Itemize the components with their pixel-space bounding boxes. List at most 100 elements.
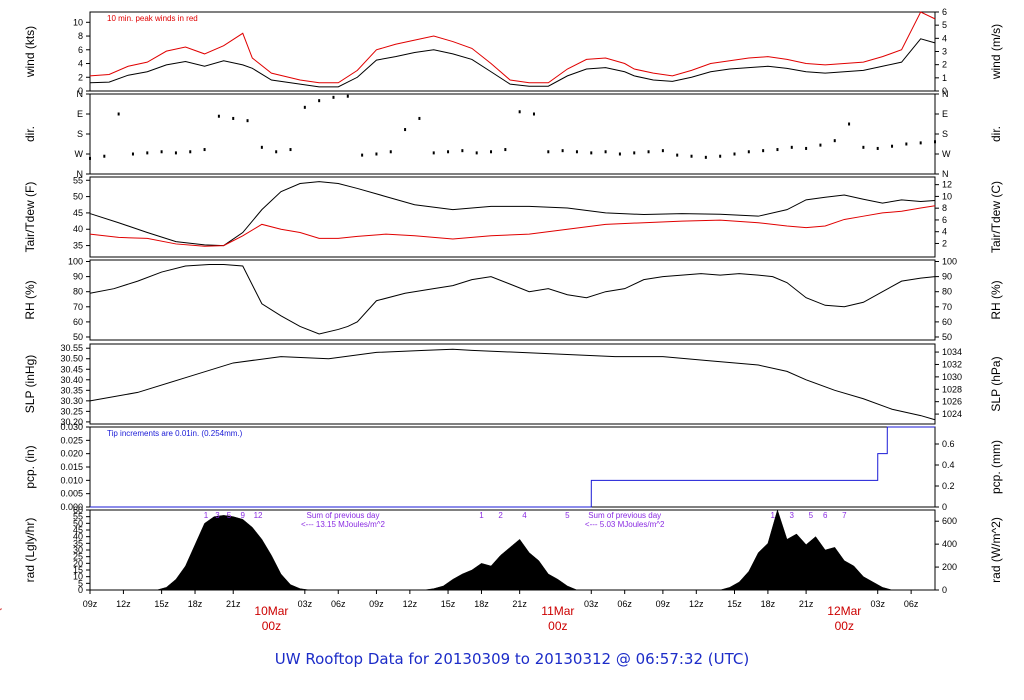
xtick-label: 06z: [331, 599, 346, 609]
hour-label: 5: [227, 511, 232, 520]
ytick-label-left: 70: [73, 302, 83, 312]
ytick-label-right: 1026: [942, 397, 962, 407]
dir-point: [346, 94, 349, 98]
dir-point: [189, 150, 192, 154]
dir-point: [633, 151, 636, 155]
dir-point: [876, 146, 879, 150]
ytick-label-left: W: [75, 149, 84, 159]
ytick-label-right: 80: [942, 287, 952, 297]
ylabel-right: Tair/Tdew (C): [989, 181, 1003, 253]
ytick-label-left: 0.000: [60, 502, 83, 512]
ytick-label-left: 45: [73, 208, 83, 218]
ytick-label-right: N: [942, 89, 949, 99]
hour-label: 1: [770, 511, 775, 520]
ytick-label-left: 40: [73, 224, 83, 234]
ytick-label-left: 55: [73, 175, 83, 185]
daily-sum-label: Sum of previous day: [588, 511, 661, 520]
xtick-label: 21z: [512, 599, 527, 609]
ytick-label-left: 45: [73, 525, 83, 535]
dir-point: [919, 141, 922, 145]
dir-point: [117, 112, 120, 116]
xtick-label: 21z: [226, 599, 241, 609]
ylabel-right: SLP (hPa): [989, 356, 1003, 411]
ytick-label-right: 100: [942, 257, 957, 267]
dir-point: [805, 146, 808, 150]
series-precipitation: [90, 426, 935, 508]
ylabel-left: dir.: [23, 126, 37, 142]
dir-point: [733, 152, 736, 156]
ylabel-left: pcp. (in): [23, 445, 37, 488]
ytick-label-right: 0: [942, 86, 947, 96]
xtick-label: 09z: [656, 599, 671, 609]
hour-label: 3: [790, 511, 795, 520]
ytick-label-right: E: [942, 109, 948, 119]
ytick-label-left: E: [77, 109, 83, 119]
ytick-label-left: 25: [73, 552, 83, 562]
dir-point: [762, 149, 765, 153]
dir-point: [547, 150, 550, 154]
dir-point: [131, 152, 134, 156]
ytick-label-left: 30.45: [60, 364, 83, 374]
ytick-label-right: 2: [942, 238, 947, 248]
ytick-label-right: 4: [942, 33, 947, 43]
ytick-label-right: 10: [942, 191, 952, 201]
ylabel-left: SLP (inHg): [23, 355, 37, 413]
dir-point: [389, 150, 392, 154]
hour-label: 1: [204, 511, 209, 520]
ytick-label-left: N: [77, 89, 84, 99]
ytick-label-left: 0: [78, 86, 83, 96]
hour-label: 2: [498, 511, 503, 520]
ytick-label-left: 0.010: [60, 475, 83, 485]
ytick-label-right: 400: [942, 539, 957, 549]
x-axis: 09z 12z 15z 18z 21z 03z 06z 09z 12z 15z 18z 21z 03z 0…: [0, 590, 919, 633]
date-label: 10Mar: [254, 604, 288, 618]
date-label-hour: 00z: [548, 619, 567, 633]
ytick-label-left: 20: [73, 558, 83, 568]
ytick-label-right: 6: [942, 7, 947, 17]
date-label-hour: 00z: [262, 619, 281, 633]
dir-point: [174, 151, 177, 155]
xtick-label: 03z: [584, 599, 599, 609]
xtick-label: 09z: [83, 599, 98, 609]
dir-point: [89, 156, 91, 160]
dir-point: [532, 112, 535, 116]
ytick-label-left: 30.20: [60, 417, 83, 427]
dir-point: [203, 148, 206, 152]
hour-label: 5: [809, 511, 814, 520]
ytick-label-left: 35: [73, 241, 83, 251]
ytick-label-left: 2: [78, 72, 83, 82]
date-label: 11Mar: [541, 604, 574, 618]
ytick-label-right: N: [942, 169, 949, 179]
ytick-label-right: 4: [942, 227, 947, 237]
daily-sum-label: Sum of previous day: [307, 511, 380, 520]
ytick-label-left: 8: [78, 31, 83, 41]
date-label: 12Mar: [827, 604, 861, 618]
ytick-label-left: 30.35: [60, 385, 83, 395]
dir-point: [303, 105, 306, 109]
xtick-label: 06z: [617, 599, 632, 609]
ytick-label-right: 0.4: [942, 460, 955, 470]
panel-pcp: pcp. (in) pcp. (mm) 0.000 0.005 0.010 0.015 0.…: [23, 422, 1003, 512]
annotation: Tip increments are 0.01in. (0.254mm.): [107, 429, 243, 438]
series-relative-humidity: [89, 264, 936, 335]
dir-point: [862, 145, 865, 149]
ytick-label-left: 60: [73, 317, 83, 327]
ytick-label-left: 50: [73, 518, 83, 528]
panel-wind: wind (kts) wind (m/s) 0 2 4 6 8 10 0 1 2 3 4 5 6 10 min…: [23, 7, 1003, 96]
panel-frame: [89, 426, 936, 508]
ytick-label-right: 6: [942, 215, 947, 225]
dir-point: [375, 152, 378, 156]
ytick-label-right: 60: [942, 317, 952, 327]
ylabel-right: rad (W/m^2): [989, 517, 1003, 583]
ylabel-right: pcp. (mm): [989, 440, 1003, 494]
dir-point: [848, 122, 851, 126]
dir-point: [676, 153, 679, 157]
ytick-label-right: 1030: [942, 372, 962, 382]
ytick-label-left: 60: [73, 505, 83, 515]
panel-frame: [89, 343, 936, 425]
xtick-label: 12z: [403, 599, 418, 609]
dir-point: [504, 148, 507, 152]
ytick-label-left: 50: [73, 192, 83, 202]
